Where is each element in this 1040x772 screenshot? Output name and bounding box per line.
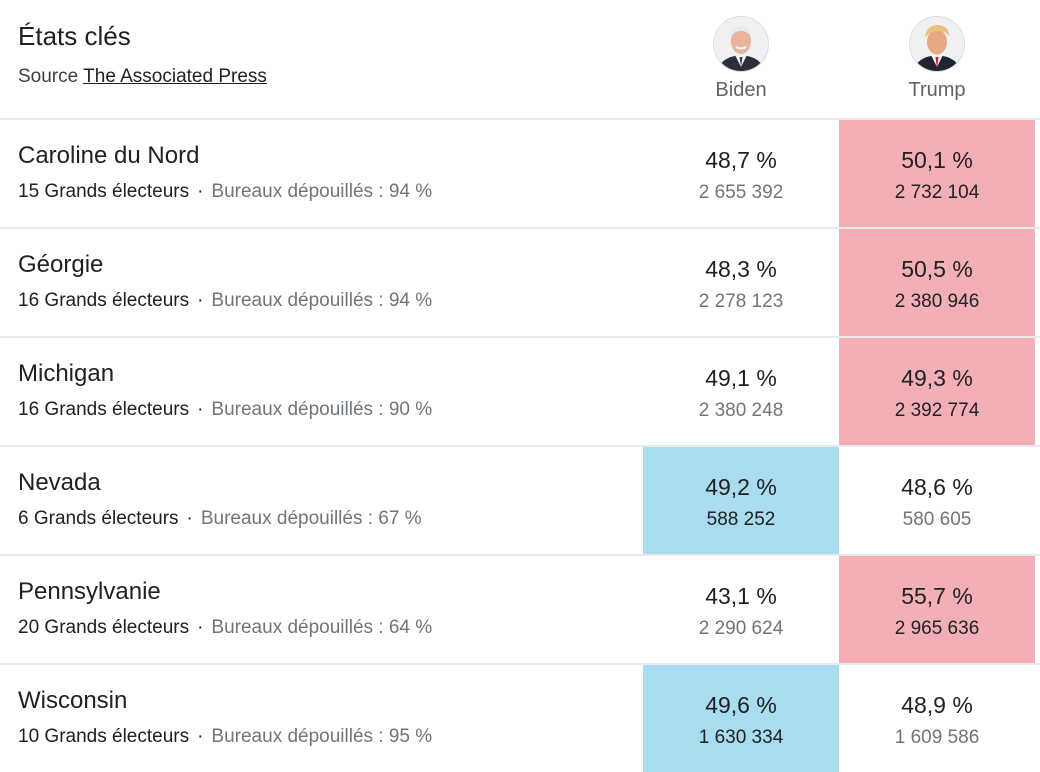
biden-avatar (713, 16, 769, 72)
state-meta: 16 Grands électeurs · Bureaux dépouillés :… (18, 289, 432, 313)
biden-percent: 43,1 % (705, 583, 777, 609)
biden-percent: 48,3 % (705, 256, 777, 282)
separator-dot: · (197, 726, 204, 747)
state-meta: 16 Grands électeurs · Bureaux dépouillés :… (18, 398, 432, 422)
trump-result: 50,1 % 2 732 104 (839, 120, 1035, 227)
trump-percent: 55,7 % (901, 583, 973, 609)
biden-result: 49,2 % 588 252 (643, 447, 839, 554)
table-row[interactable]: Michigan 16 Grands électeurs · Bureaux dép… (0, 336, 1040, 445)
precincts-counted: Bureaux dépouillés : 64 % (211, 617, 433, 638)
trump-result: 50,5 % 2 380 946 (839, 229, 1035, 336)
precincts-counted: Bureaux dépouillés : 94 % (211, 181, 433, 202)
separator-dot: · (197, 617, 204, 638)
trump-votes: 580 605 (902, 509, 972, 530)
electors-count: 6 Grands électeurs (18, 508, 179, 529)
trump-result: 55,7 % 2 965 636 (839, 556, 1035, 663)
separator-dot: · (186, 508, 193, 529)
separator-dot: · (197, 290, 204, 311)
state-name: Michigan (18, 360, 115, 387)
results-header: États clés Source The Associated Press B… (0, 0, 1040, 119)
electors-count: 20 Grands électeurs (18, 617, 190, 638)
state-name: Pennsylvanie (18, 578, 161, 605)
trump-result: 48,9 % 1 609 586 (839, 665, 1035, 772)
trump-percent: 50,1 % (901, 147, 973, 173)
results-table: Caroline du Nord 15 Grands électeurs · Bur… (0, 118, 1040, 772)
table-row[interactable]: Pennsylvanie 20 Grands électeurs · Bureaux… (0, 554, 1040, 663)
state-name: Géorgie (18, 251, 104, 278)
electors-count: 10 Grands électeurs (18, 726, 190, 747)
biden-result: 48,3 % 2 278 123 (643, 229, 839, 336)
separator-dot: · (197, 399, 204, 420)
table-row[interactable]: Caroline du Nord 15 Grands électeurs · Bur… (0, 118, 1040, 227)
biden-result: 49,6 % 1 630 334 (643, 665, 839, 772)
state-meta: 10 Grands électeurs · Bureaux dépouillés :… (18, 725, 432, 749)
trump-result: 49,3 % 2 392 774 (839, 338, 1035, 445)
state-meta: 20 Grands électeurs · Bureaux dépouillés :… (18, 616, 432, 640)
source-link[interactable]: The Associated Press (83, 66, 267, 87)
trump-avatar (909, 16, 965, 72)
trump-percent: 49,3 % (901, 365, 973, 391)
table-row[interactable]: Nevada 6 Grands électeurs · Bureaux dépoui… (0, 445, 1040, 554)
biden-result: 48,7 % 2 655 392 (643, 120, 839, 227)
trump-name: Trump (908, 79, 966, 101)
source-line: Source The Associated Press (18, 65, 267, 89)
source-prefix: Source (18, 66, 79, 87)
biden-percent: 48,7 % (705, 147, 777, 173)
biden-votes: 2 380 248 (698, 400, 784, 421)
state-meta: 15 Grands électeurs · Bureaux dépouillés :… (18, 180, 432, 204)
state-meta: 6 Grands électeurs · Bureaux dépouillés : … (18, 507, 422, 531)
candidate-trump: Trump (839, 16, 1035, 102)
state-name: Caroline du Nord (18, 142, 200, 169)
trump-percent: 48,9 % (901, 692, 973, 718)
trump-votes: 2 380 946 (894, 291, 980, 312)
biden-votes: 588 252 (706, 509, 776, 530)
precincts-counted: Bureaux dépouillés : 67 % (200, 508, 422, 529)
precincts-counted: Bureaux dépouillés : 95 % (211, 726, 433, 747)
biden-percent: 49,1 % (705, 365, 777, 391)
precincts-counted: Bureaux dépouillés : 90 % (211, 399, 433, 420)
trump-portrait-icon (910, 17, 964, 71)
separator-dot: · (197, 181, 204, 202)
state-name: Nevada (18, 469, 101, 496)
biden-percent: 49,6 % (705, 692, 777, 718)
biden-votes: 2 290 624 (698, 618, 784, 639)
trump-percent: 50,5 % (901, 256, 973, 282)
biden-votes: 1 630 334 (698, 727, 784, 748)
trump-votes: 2 732 104 (894, 182, 980, 203)
electors-count: 15 Grands électeurs (18, 181, 190, 202)
page-title: États clés (18, 21, 131, 51)
biden-votes: 2 655 392 (698, 182, 784, 203)
precincts-counted: Bureaux dépouillés : 94 % (211, 290, 433, 311)
biden-percent: 49,2 % (705, 474, 777, 500)
table-row[interactable]: Géorgie 16 Grands électeurs · Bureaux dépo… (0, 227, 1040, 336)
electors-count: 16 Grands électeurs (18, 399, 190, 420)
biden-name: Biden (715, 79, 767, 101)
trump-votes: 2 392 774 (894, 400, 980, 421)
biden-votes: 2 278 123 (698, 291, 784, 312)
biden-portrait-icon (714, 17, 768, 71)
trump-votes: 2 965 636 (894, 618, 980, 639)
electors-count: 16 Grands électeurs (18, 290, 190, 311)
trump-percent: 48,6 % (901, 474, 973, 500)
biden-result: 43,1 % 2 290 624 (643, 556, 839, 663)
table-row[interactable]: Wisconsin 10 Grands électeurs · Bureaux dé… (0, 663, 1040, 772)
biden-result: 49,1 % 2 380 248 (643, 338, 839, 445)
candidate-biden: Biden (643, 16, 839, 102)
state-name: Wisconsin (18, 687, 128, 714)
trump-result: 48,6 % 580 605 (839, 447, 1035, 554)
trump-votes: 1 609 586 (894, 727, 980, 748)
